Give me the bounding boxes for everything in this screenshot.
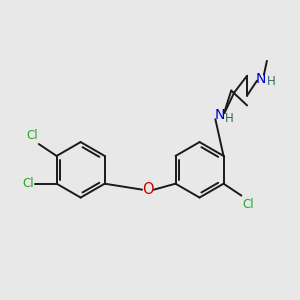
Text: Cl: Cl [242,198,254,211]
Text: Cl: Cl [26,129,38,142]
Text: H: H [266,75,275,88]
Text: N: N [256,72,266,86]
Text: H: H [225,112,234,125]
Text: O: O [142,182,154,197]
Text: N: N [214,108,224,122]
Text: Cl: Cl [22,177,34,190]
